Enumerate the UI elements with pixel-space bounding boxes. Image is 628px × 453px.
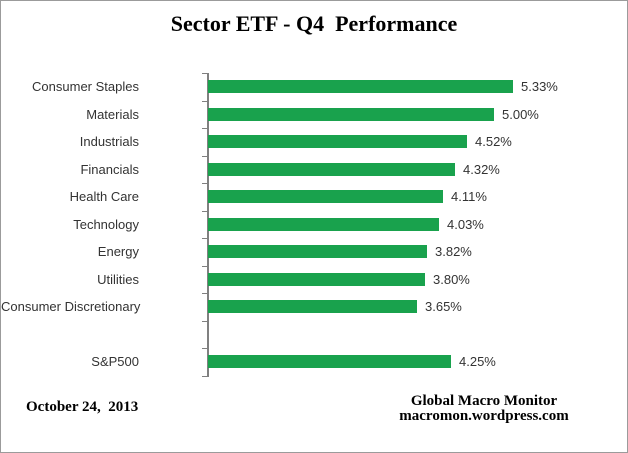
axis-tick (202, 155, 207, 157)
bar (208, 245, 427, 259)
axis-tick (202, 265, 207, 267)
value-label: 4.32% (463, 161, 500, 177)
axis-tick (202, 348, 207, 349)
value-label: 5.00% (502, 106, 539, 122)
category-label: Technology (73, 216, 139, 232)
value-label: 3.80% (433, 271, 470, 287)
chart-title: Sector ETF - Q4 Performance (170, 11, 458, 36)
category-label: Utilities (97, 271, 139, 287)
value-label: 4.11% (451, 189, 487, 204)
bar (208, 190, 443, 204)
footer-credit: Global Macro Monitor macromon.wordpress.… (384, 394, 584, 424)
bar (208, 135, 467, 149)
footer-date: October 24, 2013 (26, 399, 139, 415)
category-label: Consumer Staples (32, 79, 139, 94)
axis-tick (202, 293, 207, 294)
category-label: Industrials (79, 134, 139, 149)
bar (208, 355, 451, 369)
bar (208, 272, 425, 286)
credit-line-1: Global Macro Monitor (410, 393, 558, 409)
category-label: Energy (97, 244, 139, 259)
bar (208, 80, 513, 94)
axis-tick (202, 183, 207, 184)
value-label: 3.65% (425, 299, 462, 314)
axis-tick (202, 128, 207, 129)
bar (208, 107, 494, 121)
credit-line-2: macromon.wordpress.com (399, 408, 569, 424)
category-label: Financials (80, 161, 139, 177)
category-label: Materials (86, 106, 139, 122)
value-label: 4.03% (447, 216, 484, 232)
axis-tick (202, 100, 207, 102)
axis-tick (202, 238, 207, 239)
bar (208, 217, 439, 231)
axis-tick (202, 375, 207, 377)
value-label: 5.33% (521, 79, 558, 94)
bar (208, 300, 417, 314)
category-label: Consumer Discretionary (1, 299, 141, 314)
category-label: Health Care (69, 189, 139, 204)
category-label: S&P500 (91, 354, 139, 369)
bar (208, 162, 455, 176)
value-label: 3.82% (435, 244, 472, 259)
axis-tick (202, 210, 207, 212)
value-label: 4.25% (459, 354, 496, 369)
value-label: 4.52% (475, 134, 512, 149)
axis-tick (202, 320, 207, 322)
axis-tick (202, 73, 207, 74)
